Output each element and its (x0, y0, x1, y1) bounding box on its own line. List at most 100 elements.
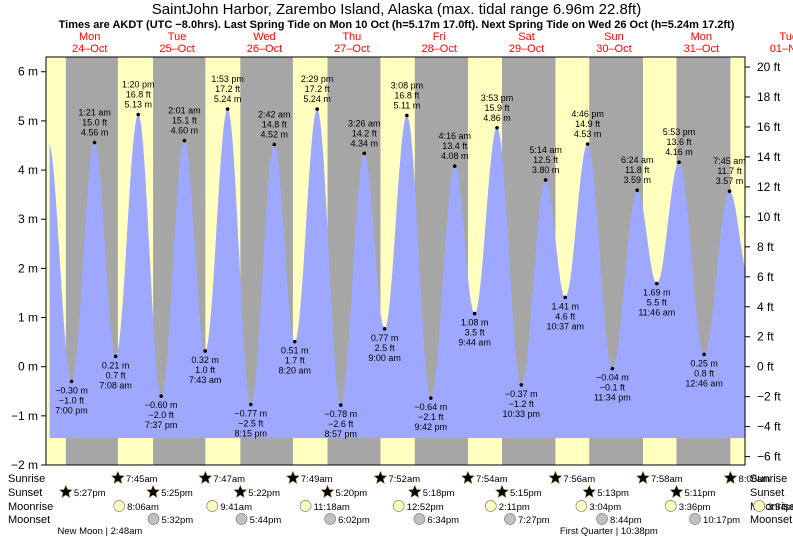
tide-label-ft: 3.5 ft (465, 328, 486, 338)
tide-label-m: 4.08 m (441, 151, 469, 161)
high-tide-point (452, 164, 457, 168)
chart-title: SaintJohn Harbor, Zarembo Island, Alaska… (152, 1, 641, 18)
tide-label-time: 11:34 pm (594, 393, 631, 403)
right-tick-label: 2 ft (757, 330, 774, 344)
day-date: 27–Oct (334, 43, 369, 55)
sunrise-time: 7:45am (126, 474, 158, 485)
sunset-star-icon (233, 484, 248, 498)
tide-label-ft: −1.2 ft (509, 399, 535, 409)
sunset-time: 5:15pm (510, 488, 542, 499)
right-tick-label: 20 ft (757, 60, 781, 74)
moonset-time: 8:44pm (610, 515, 642, 526)
high-tide-point (272, 142, 277, 147)
tide-label-m: 4.16 m (665, 147, 693, 157)
high-tide-point (585, 142, 590, 146)
high-tide-point (182, 138, 187, 143)
tide-label-m: 4.56 m (81, 128, 109, 138)
tide-label-m: 5.24 m (214, 94, 242, 104)
tide-label-m: 0.77 m (371, 333, 399, 343)
day-name: Fri (433, 31, 446, 43)
tide-label-time: 3:53 pm (481, 93, 514, 103)
moonset-time: 5:32pm (162, 515, 194, 526)
moonset-moon-icon (413, 513, 426, 525)
tide-label-m: −0.30 m (55, 385, 88, 395)
sunset-time: 5:18pm (423, 488, 455, 499)
high-tide-point (677, 160, 681, 164)
sunset-time: 5:11pm (684, 488, 715, 499)
sunrise-star-icon (285, 470, 300, 484)
moonset-moon-icon (147, 513, 160, 525)
left-tick-label: −1 m (11, 409, 38, 423)
tide-label-time: 8:15 pm (235, 429, 268, 439)
low-tide-point (113, 354, 118, 359)
moonrise-moon-icon (206, 500, 219, 512)
moonrise-moon-icon (299, 500, 312, 512)
left-tick-label: 0 m (18, 360, 38, 374)
sunrise-star-icon (373, 470, 388, 484)
tide-label-time: 2:29 pm (301, 74, 334, 84)
moonset-time: 6:34pm (427, 515, 459, 526)
day-headers: Mon24–OctTue25–OctWed26–OctThu27–OctFri2… (72, 31, 793, 55)
tide-label-ft: −2.0 ft (148, 410, 174, 420)
day-name: Sun (604, 31, 624, 43)
tide-label-time: 9:42 pm (415, 422, 448, 432)
right-tick-label: 14 ft (757, 150, 781, 164)
moonset-time: 7:27pm (518, 515, 550, 526)
tide-label-ft: 0.8 ft (694, 368, 715, 378)
high-tide-point (495, 125, 499, 130)
tide-label-ft: 12.5 ft (533, 155, 559, 165)
sunset-time: 5:22pm (248, 488, 280, 499)
right-tick-label: 0 ft (757, 360, 774, 374)
tide-label-time: 4:16 am (438, 131, 471, 141)
tide-label-ft: 13.6 ft (667, 137, 693, 147)
tide-label-m: 5.24 m (303, 94, 331, 104)
moonrise-time: 3:04pm (589, 502, 621, 513)
low-tide-point (519, 383, 524, 387)
tide-label-m: −0.60 m (145, 400, 178, 410)
sunrise-star-icon (636, 470, 650, 484)
moon-phase-label: New Moon | 2:48am (57, 526, 142, 537)
left-tick-label: 3 m (18, 212, 38, 226)
tide-label-m: 4.60 m (171, 126, 199, 136)
right-tick-label: −4 ft (757, 420, 781, 434)
right-tick-label: 10 ft (757, 210, 781, 224)
tide-label-time: 8:20 am (278, 366, 311, 376)
right-tick-label: 8 ft (757, 240, 774, 254)
moonrise-time: 2:11pm (499, 502, 530, 513)
moonrise-moon-icon (113, 500, 126, 512)
tide-label-ft: 15.0 ft (82, 118, 108, 128)
tide-label-time: 2:01 am (168, 106, 201, 116)
moonset-time: 6:02pm (338, 515, 370, 526)
day-date: 31–Oct (684, 43, 719, 55)
low-tide-point (610, 366, 615, 371)
day-name: Wed (253, 31, 275, 43)
day-date: 28–Oct (421, 43, 456, 55)
moonrise-moon-icon (484, 500, 497, 512)
tide-label-time: 8:57 pm (324, 429, 357, 439)
tide-label-ft: 14.9 ft (575, 119, 601, 129)
tide-label-ft: 0.7 ft (106, 370, 127, 380)
high-tide-point (136, 112, 141, 117)
high-tide-point (727, 189, 732, 193)
tide-label-ft: 4.6 ft (555, 311, 576, 321)
tide-label-time: 7:43 am (189, 375, 222, 385)
tide-label-time: 5:53 pm (663, 127, 696, 137)
tide-label-m: 5.13 m (124, 100, 152, 110)
tide-label-ft: 17.2 ft (305, 84, 331, 94)
moonrise-moon-icon (575, 500, 588, 512)
tide-label-m: 3.57 m (716, 176, 744, 186)
tide-label-m: 1.08 m (461, 318, 489, 328)
moonset-row-label-left: Moonset (8, 514, 50, 526)
chart-header: SaintJohn Harbor, Zarembo Island, Alaska… (59, 1, 735, 31)
tide-label-time: 4:46 pm (571, 109, 604, 119)
tide-label-m: −0.77 m (234, 409, 267, 419)
day-name: Tue (779, 31, 793, 43)
sunrise-row-label-left: Sunrise (8, 473, 45, 485)
tide-label-ft: −1.0 ft (59, 395, 85, 405)
tide-label-m: −0.04 m (596, 373, 629, 383)
tide-label-m: 4.53 m (574, 129, 602, 139)
tide-label-time: 2:42 am (258, 109, 291, 119)
sunrise-star-icon (198, 470, 213, 484)
day-name: Tue (168, 31, 187, 43)
